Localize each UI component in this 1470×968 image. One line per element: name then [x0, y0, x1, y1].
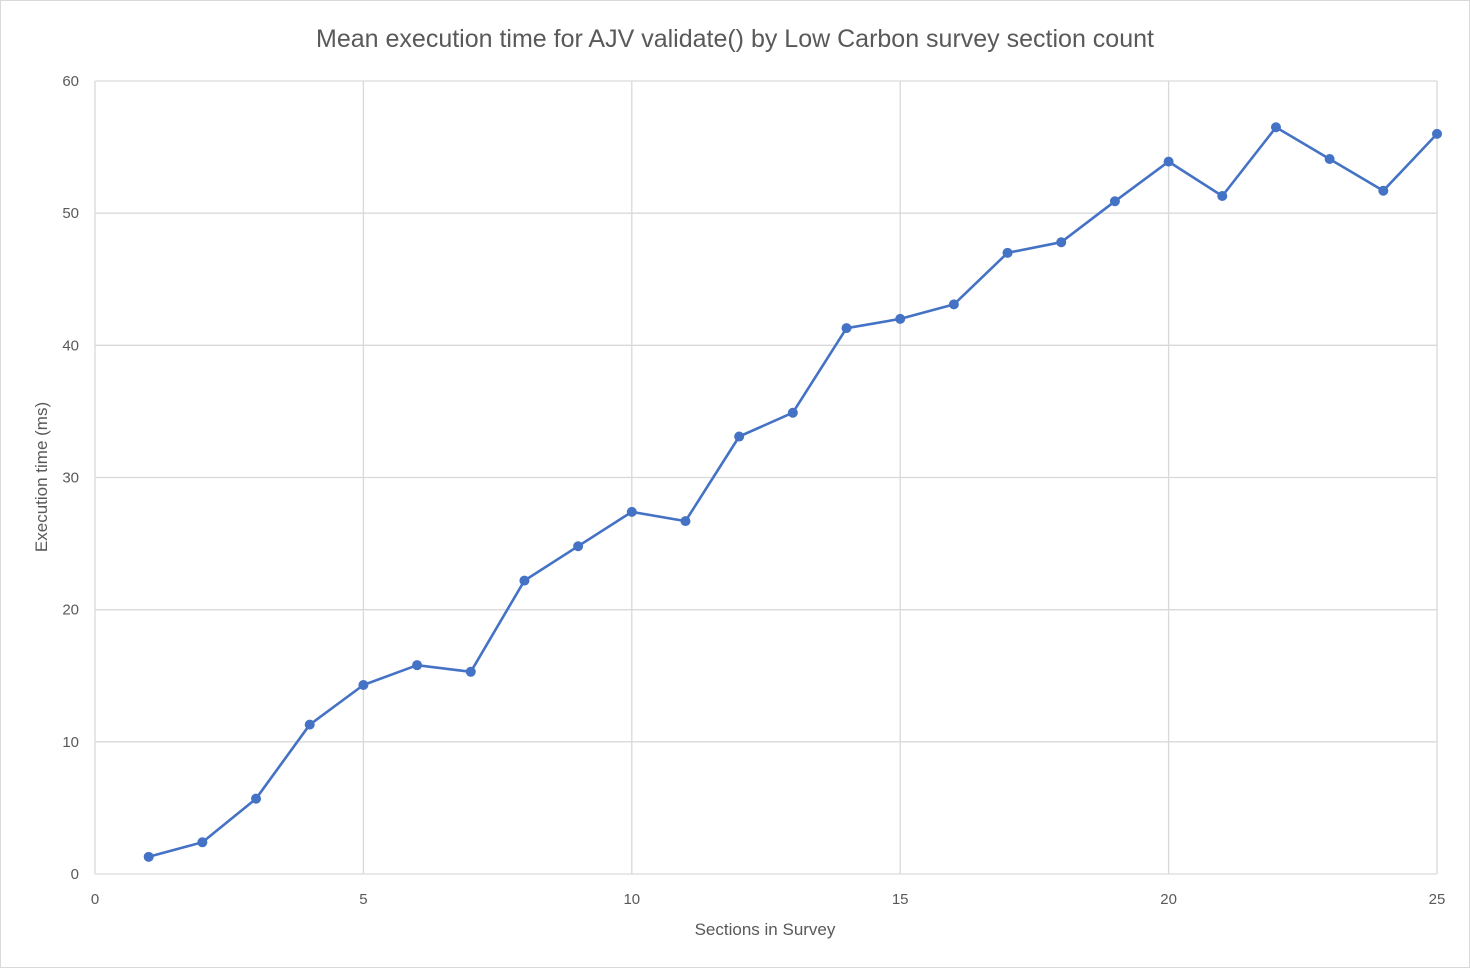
- data-point: [1056, 237, 1067, 248]
- data-point: [1217, 190, 1228, 201]
- x-tick-label: 20: [1160, 891, 1177, 908]
- y-tick-label: 20: [62, 602, 79, 619]
- data-point: [358, 680, 369, 691]
- x-tick-label: 15: [892, 891, 909, 908]
- data-point: [304, 719, 315, 730]
- x-tick-label: 25: [1429, 891, 1446, 908]
- data-point: [841, 323, 852, 334]
- y-axis-title: Execution time (ms): [32, 402, 51, 552]
- data-point: [680, 516, 691, 527]
- x-tick-label: 0: [91, 891, 99, 908]
- series-line: [147, 126, 1439, 859]
- data-point: [412, 660, 423, 671]
- x-tick-label: 5: [359, 891, 367, 908]
- tick-labels: 0 5 10 15 20 25 0 10 20 30 40 50 60: [62, 73, 1445, 908]
- data-point: [948, 299, 959, 310]
- data-point: [251, 793, 262, 804]
- data-point: [734, 431, 745, 442]
- data-point: [1432, 128, 1442, 139]
- data-point: [573, 541, 584, 552]
- y-tick-label: 50: [62, 205, 79, 222]
- data-point: [143, 851, 154, 862]
- gridlines: [94, 80, 1438, 875]
- y-tick-label: 40: [62, 337, 79, 354]
- data-point: [1163, 156, 1174, 167]
- y-tick-label: 0: [71, 866, 79, 883]
- y-tick-label: 60: [62, 73, 79, 90]
- y-tick-label: 30: [62, 470, 79, 487]
- data-point: [787, 407, 798, 418]
- y-tick-label: 10: [62, 734, 79, 751]
- data-point: [895, 313, 906, 324]
- data-point: [1270, 122, 1281, 133]
- x-tick-label: 10: [623, 891, 640, 908]
- data-point: [1002, 247, 1013, 258]
- data-point: [519, 575, 530, 586]
- data-point: [1324, 153, 1335, 164]
- x-axis-title: Sections in Survey: [695, 920, 836, 939]
- chart-title: Mean execution time for AJV validate() b…: [316, 25, 1154, 53]
- data-point: [197, 837, 208, 848]
- data-point: [1109, 196, 1120, 207]
- data-point: [465, 666, 476, 677]
- data-point: [1378, 185, 1389, 196]
- series-layer: [143, 122, 1442, 862]
- data-point: [626, 506, 637, 517]
